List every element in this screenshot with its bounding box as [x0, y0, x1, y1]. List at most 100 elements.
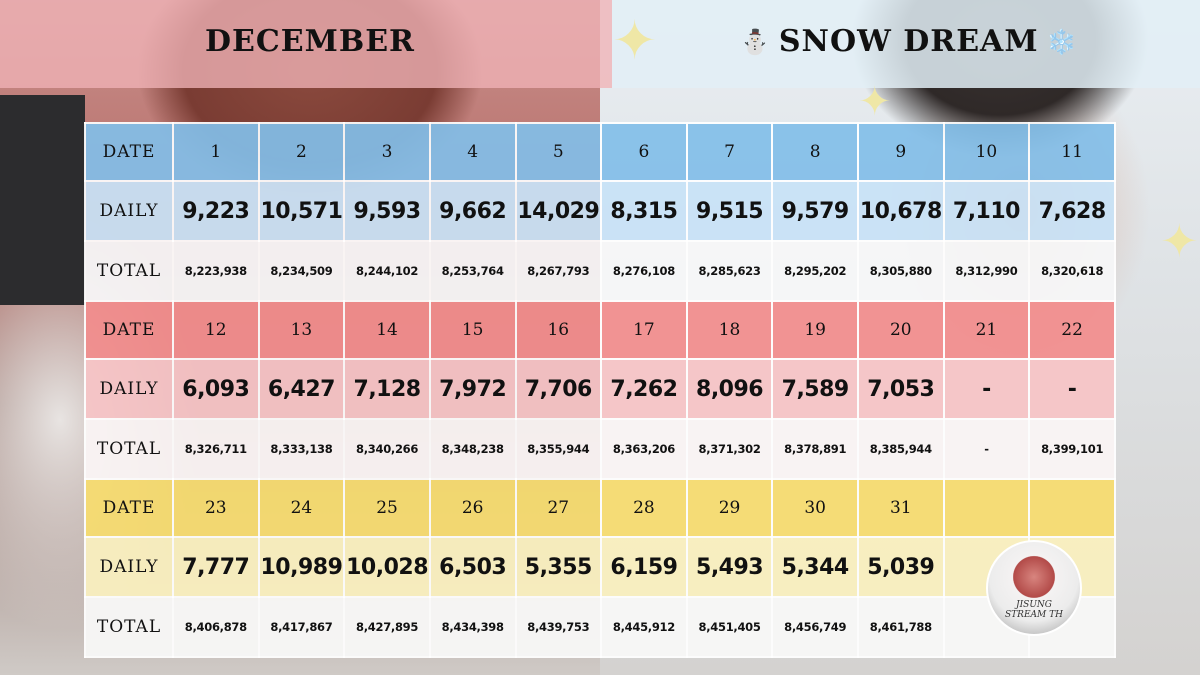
daily-cell: 7,628 — [1028, 180, 1116, 242]
date-row: DATE 1 2 3 4 5 6 7 8 9 10 11 — [84, 122, 1116, 182]
daily-cell: 5,039 — [857, 536, 945, 598]
total-cell: 8,348,238 — [428, 418, 517, 480]
total-cell: 8,461,788 — [857, 596, 945, 658]
date-cell: 7 — [685, 122, 774, 182]
total-cell: 8,267,793 — [514, 240, 603, 302]
daily-cell: 10,678 — [857, 180, 945, 242]
daily-cell: 6,093 — [172, 358, 260, 420]
total-cell: 8,371,302 — [685, 418, 774, 480]
daily-cell: 6,427 — [257, 358, 346, 420]
daily-cell: 7,128 — [343, 358, 431, 420]
total-cell: 8,276,108 — [600, 240, 688, 302]
daily-cell: 7,706 — [514, 358, 603, 420]
date-label: DATE — [84, 478, 174, 538]
daily-cell: 9,593 — [343, 180, 431, 242]
date-cell: 14 — [343, 300, 431, 360]
daily-cell: 7,777 — [172, 536, 260, 598]
total-cell: 8,406,878 — [172, 596, 260, 658]
date-cell: 15 — [428, 300, 517, 360]
total-cell: 8,385,944 — [857, 418, 945, 480]
date-row: DATE 12 13 14 15 16 17 18 19 20 21 22 — [84, 300, 1116, 360]
total-cell: 8,355,944 — [514, 418, 603, 480]
date-cell: 22 — [1028, 300, 1116, 360]
daily-cell: 5,493 — [685, 536, 774, 598]
date-row: DATE 23 24 25 26 27 28 29 30 31 — [84, 478, 1116, 538]
date-cell: 13 — [257, 300, 346, 360]
total-cell: 8,456,749 — [771, 596, 859, 658]
date-label: DATE — [84, 300, 174, 360]
daily-cell: 6,503 — [428, 536, 517, 598]
date-cell: 16 — [514, 300, 603, 360]
daily-label: DAILY — [84, 536, 174, 598]
total-cell: 8,223,938 — [172, 240, 260, 302]
logo-line-2: STREAM TH — [1005, 610, 1063, 620]
daily-cell: 9,515 — [685, 180, 774, 242]
total-cell: 8,378,891 — [771, 418, 859, 480]
daily-cell: 10,989 — [257, 536, 346, 598]
theme-title-text: SNOW DREAM — [778, 24, 1039, 59]
month-title: DECEMBER — [205, 24, 415, 59]
sparkle-icon: ✦ — [858, 79, 892, 125]
date-cell: 1 — [172, 122, 260, 182]
daily-label: DAILY — [84, 180, 174, 242]
total-cell: 8,244,102 — [343, 240, 431, 302]
sparkle-icon: ✦ — [1160, 214, 1199, 268]
total-cell: 8,434,398 — [428, 596, 517, 658]
date-cell: 23 — [172, 478, 260, 538]
daily-cell: 14,029 — [514, 180, 603, 242]
total-cell: 8,417,867 — [257, 596, 346, 658]
date-cell: 31 — [857, 478, 945, 538]
total-cell: 8,312,990 — [942, 240, 1031, 302]
total-cell: 8,340,266 — [343, 418, 431, 480]
total-cell: 8,445,912 — [600, 596, 688, 658]
daily-cell: 6,159 — [600, 536, 688, 598]
daily-cell: 7,972 — [428, 358, 517, 420]
snowflake-icon: ❄️ — [1046, 27, 1078, 56]
date-cell: 21 — [942, 300, 1031, 360]
daily-cell: 8,315 — [600, 180, 688, 242]
date-cell: 8 — [771, 122, 859, 182]
daily-cell: 9,579 — [771, 180, 859, 242]
daily-cell: 10,571 — [257, 180, 346, 242]
date-cell: 20 — [857, 300, 945, 360]
daily-cell: 8,096 — [685, 358, 774, 420]
date-cell — [942, 478, 1031, 538]
date-cell: 17 — [600, 300, 688, 360]
daily-cell: 7,589 — [771, 358, 859, 420]
date-cell: 28 — [600, 478, 688, 538]
header-band-right — [612, 0, 1200, 88]
date-cell: 29 — [685, 478, 774, 538]
daily-cell: 5,355 — [514, 536, 603, 598]
date-cell: 27 — [514, 478, 603, 538]
date-cell: 9 — [857, 122, 945, 182]
date-cell: 4 — [428, 122, 517, 182]
total-cell: 8,295,202 — [771, 240, 859, 302]
daily-cell: 7,110 — [942, 180, 1031, 242]
daily-cell: 7,053 — [857, 358, 945, 420]
total-cell: - — [942, 418, 1031, 480]
daily-cell: 10,028 — [343, 536, 431, 598]
total-cell: 8,234,509 — [257, 240, 346, 302]
date-cell: 12 — [172, 300, 260, 360]
background-sign — [0, 95, 85, 305]
fanbase-logo: JISUNG STREAM TH — [986, 540, 1082, 636]
total-row: TOTAL 8,223,938 8,234,509 8,244,102 8,253,76… — [84, 240, 1116, 302]
date-cell: 19 — [771, 300, 859, 360]
date-label: DATE — [84, 122, 174, 182]
total-cell: 8,439,753 — [514, 596, 603, 658]
snowman-icon: ⛄ — [740, 27, 771, 56]
daily-cell: 9,223 — [172, 180, 260, 242]
date-cell: 25 — [343, 478, 431, 538]
total-row: TOTAL 8,326,711 8,333,138 8,340,266 8,348,23… — [84, 418, 1116, 480]
theme-title: ⛄ SNOW DREAM ❄️ — [740, 22, 1077, 62]
date-cell: 30 — [771, 478, 859, 538]
total-cell: 8,326,711 — [172, 418, 260, 480]
header-band-left — [0, 0, 612, 88]
date-cell — [1028, 478, 1116, 538]
total-label: TOTAL — [84, 418, 174, 480]
logo-line-1: JISUNG — [1016, 600, 1052, 610]
daily-cell: - — [942, 358, 1031, 420]
date-cell: 3 — [343, 122, 431, 182]
date-cell: 11 — [1028, 122, 1116, 182]
daily-row: DAILY 9,223 10,571 9,593 9,662 14,029 8,315 9,5… — [84, 180, 1116, 242]
